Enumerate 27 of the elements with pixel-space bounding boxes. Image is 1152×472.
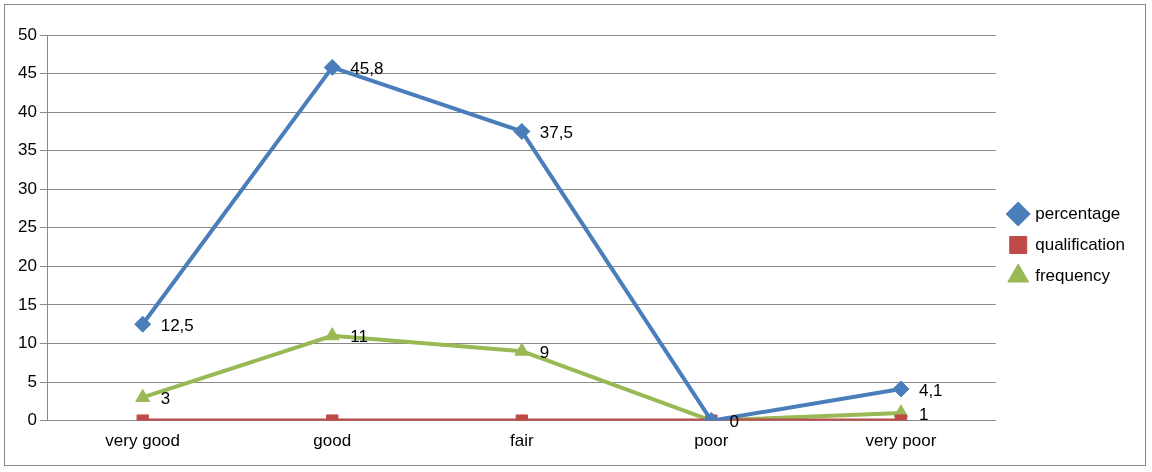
y-tick-label: 0 xyxy=(27,410,37,430)
y-tick-label: 35 xyxy=(17,140,37,160)
data-label: 45,8 xyxy=(350,59,384,79)
legend-label: percentage xyxy=(1035,203,1121,223)
x-tick-label: poor xyxy=(694,431,729,451)
x-tick-label: fair xyxy=(510,431,534,451)
y-tick-label: 50 xyxy=(17,24,37,44)
data-label: 1 xyxy=(918,404,929,424)
y-tick-label: 25 xyxy=(17,217,37,237)
legend-label: frequency xyxy=(1035,265,1111,285)
y-tick-label: 10 xyxy=(17,333,37,353)
x-tick-label: good xyxy=(313,431,352,451)
y-tick-label: 5 xyxy=(27,371,37,391)
x-tick-label: very poor xyxy=(865,431,937,451)
y-tick-label: 40 xyxy=(17,101,37,121)
data-label: 12,5 xyxy=(160,315,194,335)
data-label: 3 xyxy=(160,389,171,409)
data-label: 4,1 xyxy=(918,380,943,400)
x-tick-label: very good xyxy=(105,431,181,451)
legend-label: qualification xyxy=(1035,234,1125,254)
data-label: 11 xyxy=(350,327,368,347)
y-tick-label: 20 xyxy=(17,256,37,276)
y-tick-label: 15 xyxy=(17,294,37,314)
data-label: 37,5 xyxy=(539,123,573,143)
data-label: 9 xyxy=(539,342,550,362)
y-tick-label: 45 xyxy=(17,63,37,83)
y-tick-label: 30 xyxy=(17,178,37,198)
